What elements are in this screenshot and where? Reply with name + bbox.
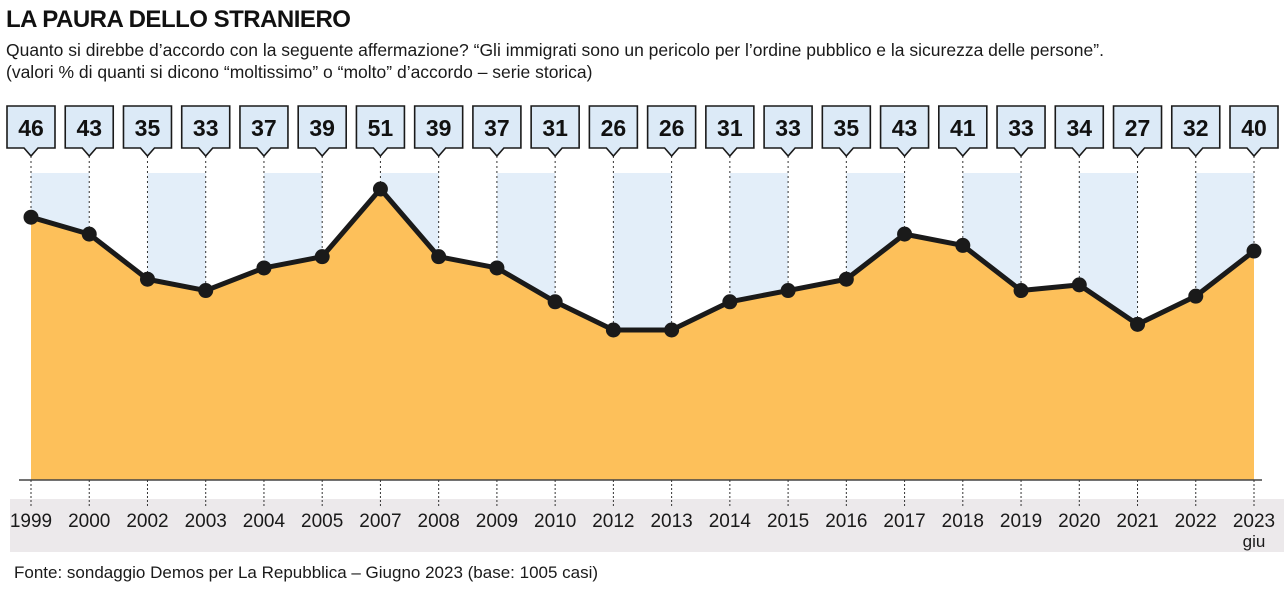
source-note: Fonte: sondaggio Demos per La Repubblica… [14, 563, 599, 582]
data-label: 37 [251, 115, 277, 141]
x-tick-label: 2013 [650, 511, 692, 532]
data-label-box [1112, 105, 1163, 158]
chart-subtitle: Quanto si direbbe d’accordo con la segue… [6, 40, 1104, 82]
data-point [897, 226, 913, 242]
data-label-box [996, 105, 1046, 158]
data-point [1130, 316, 1146, 332]
data-label: 39 [426, 115, 452, 141]
x-tick-label: 2012 [592, 511, 634, 532]
data-label: 32 [1183, 115, 1209, 141]
data-label: 33 [193, 115, 219, 141]
x-tick-label: 2007 [359, 511, 401, 532]
data-label: 43 [76, 115, 102, 141]
x-tick-label: 2003 [185, 511, 227, 532]
data-point [81, 226, 97, 242]
data-point [314, 249, 330, 265]
data-label: 27 [1125, 115, 1151, 141]
data-point [372, 181, 388, 197]
data-point [1013, 283, 1029, 299]
data-label: 31 [542, 115, 568, 141]
data-label: 33 [775, 115, 801, 141]
data-point [198, 283, 214, 299]
data-label: 35 [135, 115, 161, 141]
data-label: 35 [834, 115, 860, 141]
data-label-box [297, 105, 347, 158]
x-tick-label: 2018 [942, 511, 984, 532]
data-label-box [646, 105, 697, 158]
data-label-box [1054, 105, 1105, 158]
data-point [1071, 277, 1087, 293]
x-tick-label: 2010 [534, 511, 576, 532]
data-label: 26 [601, 115, 627, 141]
data-label-box [355, 105, 406, 158]
data-label: 26 [659, 115, 685, 141]
data-point [664, 322, 680, 338]
x-tick-label: 2020 [1058, 511, 1100, 532]
x-tick-label: 2017 [883, 511, 925, 532]
data-label: 40 [1241, 115, 1267, 141]
x-tick-label: 2023 [1233, 511, 1275, 532]
data-label-box [239, 105, 289, 158]
x-tick-label: 2022 [1175, 511, 1217, 532]
data-label-box [6, 105, 56, 158]
data-label-box [879, 105, 930, 158]
data-point [256, 260, 272, 276]
data-label-box [413, 105, 464, 158]
data-label-box [472, 105, 522, 158]
data-label-box [763, 105, 813, 158]
data-label: 43 [892, 115, 918, 141]
area-fill [31, 189, 1254, 480]
data-label-box [530, 105, 580, 158]
x-tick-label: 2002 [126, 511, 168, 532]
x-tick-label: 2004 [243, 511, 286, 532]
data-point [1188, 288, 1204, 304]
data-label: 37 [484, 115, 510, 141]
x-tick-label: 2014 [709, 511, 752, 532]
x-tick-label: 2009 [476, 511, 518, 532]
data-label: 31 [717, 115, 743, 141]
x-tick-label: 2016 [825, 511, 867, 532]
data-point [780, 283, 796, 299]
x-tick-label: 2000 [68, 511, 110, 532]
data-label-box [180, 105, 231, 158]
x-tick-label: 2008 [418, 511, 460, 532]
data-point [139, 271, 155, 287]
data-label: 51 [368, 115, 394, 141]
x-tick-sublabel: giu [1243, 532, 1266, 551]
data-point [722, 294, 738, 310]
chart-title: LA PAURA DELLO STRANIERO [6, 6, 351, 33]
data-label-box [64, 105, 115, 158]
data-label: 41 [950, 115, 976, 141]
x-axis-band [10, 499, 1284, 552]
data-point [838, 271, 854, 287]
area-chart: 46 43 35 33 37 39 51 39 37 31 26 26 31 33 35 43 41 33 34 27… [6, 105, 1284, 552]
data-label-box [1229, 105, 1279, 158]
data-point [605, 322, 621, 338]
data-point [431, 249, 447, 265]
series-line [28, 186, 1257, 333]
data-point [23, 209, 39, 225]
data-point [489, 260, 505, 276]
data-label: 33 [1008, 115, 1034, 141]
data-label-box [938, 105, 988, 158]
x-tick-label: 2015 [767, 511, 809, 532]
data-label-box [821, 105, 872, 158]
x-tick-label: 2005 [301, 511, 343, 532]
data-point [955, 237, 971, 253]
data-label-box [122, 105, 173, 158]
data-label: 39 [309, 115, 335, 141]
x-tick-label: 1999 [10, 511, 52, 532]
data-label: 34 [1066, 115, 1092, 141]
data-label-box [588, 105, 639, 158]
data-label: 46 [18, 115, 44, 141]
x-tick-label: 2021 [1116, 511, 1158, 532]
data-label-box [705, 105, 755, 158]
data-point [547, 294, 563, 310]
x-tick-label: 2019 [1000, 511, 1042, 532]
data-label-box [1170, 105, 1221, 158]
data-point [1246, 243, 1262, 259]
